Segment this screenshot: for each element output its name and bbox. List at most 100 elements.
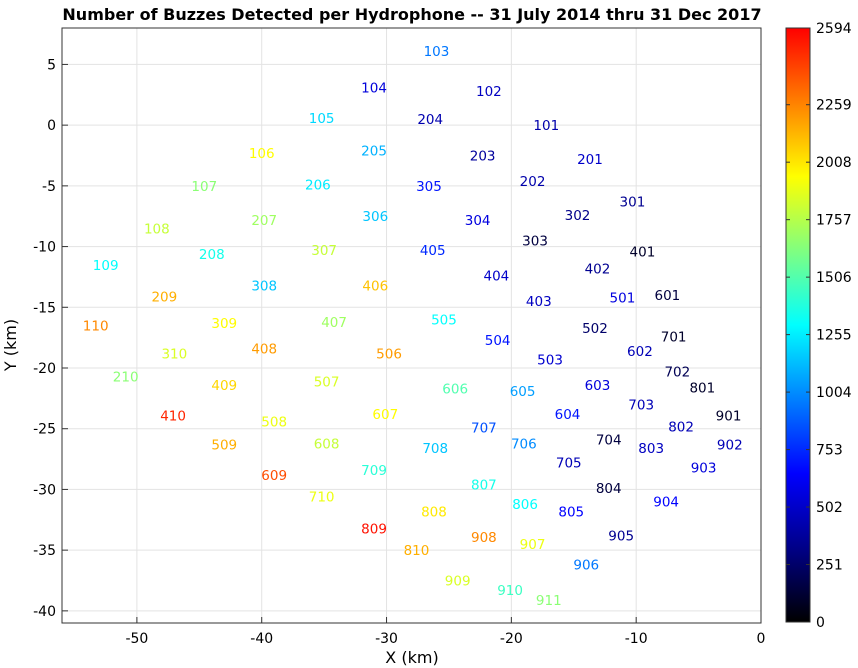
y-tick-label: -20 bbox=[33, 361, 56, 377]
hydrophone-label: 303 bbox=[522, 234, 548, 250]
colorbar-tick-label: 1255 bbox=[816, 328, 852, 344]
hydrophone-label: 808 bbox=[421, 504, 447, 520]
hydrophone-label: 502 bbox=[582, 321, 608, 337]
hydrophone-label: 209 bbox=[151, 289, 177, 305]
colorbar-tick-label: 1506 bbox=[816, 270, 852, 286]
hydrophone-label: 110 bbox=[83, 319, 109, 335]
colorbar-ticks: 2594 2259 2008 1757 1506 1255 1004 753 502 251 0 bbox=[786, 21, 852, 631]
hydrophone-label: 906 bbox=[573, 558, 599, 574]
colorbar bbox=[785, 27, 811, 623]
hydrophone-label: 407 bbox=[321, 315, 347, 331]
hydrophone-label: 104 bbox=[361, 81, 387, 97]
colorbar-tick-label: 2594 bbox=[816, 21, 852, 37]
hydrophone-label: 806 bbox=[512, 497, 538, 513]
hydrophone-label: 202 bbox=[520, 174, 546, 190]
hydrophone-label: 701 bbox=[661, 329, 687, 345]
hydrophone-label: 302 bbox=[565, 208, 591, 224]
hydrophone-label: 401 bbox=[630, 244, 656, 260]
hydrophone-label: 903 bbox=[691, 461, 717, 477]
hydrophone-label: 409 bbox=[211, 378, 237, 394]
hydrophone-label: 505 bbox=[431, 312, 457, 328]
hydrophone-label: 803 bbox=[638, 441, 664, 457]
hydrophone-label: 402 bbox=[585, 261, 611, 277]
data-points: 103 104 102 105 204 101 106 205 203 201 107 206 305 2… bbox=[83, 44, 743, 609]
colorbar-tick-label: 502 bbox=[816, 500, 843, 516]
colorbar-tick-label: 753 bbox=[816, 443, 843, 459]
x-tick-label: -10 bbox=[625, 631, 648, 647]
x-tick-label: -30 bbox=[375, 631, 398, 647]
y-tick-label: -40 bbox=[33, 604, 56, 620]
hydrophone-label: 608 bbox=[314, 436, 340, 452]
hydrophone-label: 807 bbox=[471, 478, 497, 494]
hydrophone-label: 108 bbox=[144, 221, 170, 237]
hydrophone-label: 604 bbox=[555, 407, 581, 423]
hydrophone-label: 506 bbox=[376, 346, 402, 362]
hydrophone-label: 605 bbox=[510, 384, 536, 400]
plot-frame bbox=[61, 27, 762, 624]
y-tick-label: -35 bbox=[33, 543, 56, 559]
colorbar-tick-label: 1757 bbox=[816, 213, 852, 229]
colorbar-tick-label: 2259 bbox=[816, 98, 852, 114]
x-tick-label: 0 bbox=[757, 631, 766, 647]
hydrophone-label: 309 bbox=[211, 316, 237, 332]
hydrophone-label: 909 bbox=[445, 574, 471, 590]
hydrophone-label: 802 bbox=[668, 419, 694, 435]
hydrophone-label: 609 bbox=[261, 468, 287, 484]
hydrophone-label: 404 bbox=[483, 269, 509, 285]
hydrophone-label: 706 bbox=[511, 436, 537, 452]
hydrophone-label: 705 bbox=[556, 456, 582, 472]
hydrophone-label: 307 bbox=[311, 243, 337, 259]
hydrophone-label: 403 bbox=[526, 294, 552, 310]
hydrophone-label: 504 bbox=[485, 333, 511, 349]
colorbar-tick-label: 251 bbox=[816, 558, 843, 574]
x-tick-label: -50 bbox=[125, 631, 148, 647]
hydrophone-label: 207 bbox=[251, 213, 277, 229]
hydrophone-label: 904 bbox=[653, 495, 679, 511]
hydrophone-label: 310 bbox=[161, 346, 187, 362]
hydrophone-label: 910 bbox=[497, 583, 523, 599]
colorbar-tick-label: 2008 bbox=[816, 155, 852, 171]
hydrophone-label: 106 bbox=[249, 146, 275, 162]
hydrophone-label: 507 bbox=[314, 374, 340, 390]
y-tick-label: 0 bbox=[47, 118, 56, 134]
y-tick-label: -25 bbox=[33, 422, 56, 438]
y-tick-label: 5 bbox=[47, 57, 56, 73]
hydrophone-label: 601 bbox=[654, 288, 680, 304]
hydrophone-label: 305 bbox=[416, 179, 442, 195]
x-axis-label: X (km) bbox=[385, 648, 438, 667]
hydrophone-label: 203 bbox=[470, 149, 496, 165]
hydrophone-label: 205 bbox=[361, 144, 387, 160]
hydrophone-label: 304 bbox=[465, 213, 491, 229]
hydrophone-label: 201 bbox=[577, 152, 603, 168]
hydrophone-label: 501 bbox=[610, 291, 636, 307]
hydrophone-label: 508 bbox=[261, 414, 287, 430]
y-tick-label: -10 bbox=[33, 240, 56, 256]
grid bbox=[62, 28, 762, 623]
hydrophone-label: 702 bbox=[664, 365, 690, 381]
hydrophone-label: 809 bbox=[361, 521, 387, 537]
hydrophone-label: 107 bbox=[191, 179, 217, 195]
y-tick-label: -30 bbox=[33, 482, 56, 498]
y-tick-label: -15 bbox=[33, 300, 56, 316]
hydrophone-label: 509 bbox=[211, 438, 237, 454]
hydrophone-label: 911 bbox=[536, 593, 562, 609]
hydrophone-label: 607 bbox=[372, 407, 398, 423]
hydrophone-label: 408 bbox=[251, 342, 277, 358]
hydrophone-label: 105 bbox=[309, 111, 335, 127]
hydrophone-label: 801 bbox=[689, 380, 715, 396]
hydrophone-label: 301 bbox=[620, 195, 646, 211]
colorbar-tick-label: 1004 bbox=[816, 385, 852, 401]
hydrophone-label: 905 bbox=[608, 529, 634, 545]
hydrophone-label: 810 bbox=[404, 543, 430, 559]
hydrophone-label: 709 bbox=[361, 463, 387, 479]
hydrophone-label: 603 bbox=[585, 378, 611, 394]
hydrophone-label: 210 bbox=[113, 370, 139, 386]
hydrophone-label: 101 bbox=[533, 118, 559, 134]
colorbar-tick-label: 0 bbox=[816, 615, 825, 631]
hydrophone-label: 708 bbox=[422, 441, 448, 457]
hydrophone-label: 306 bbox=[362, 209, 388, 225]
hydrophone-label: 102 bbox=[476, 84, 502, 100]
hydrophone-label: 308 bbox=[251, 278, 277, 294]
hydrophone-label: 703 bbox=[628, 397, 654, 413]
